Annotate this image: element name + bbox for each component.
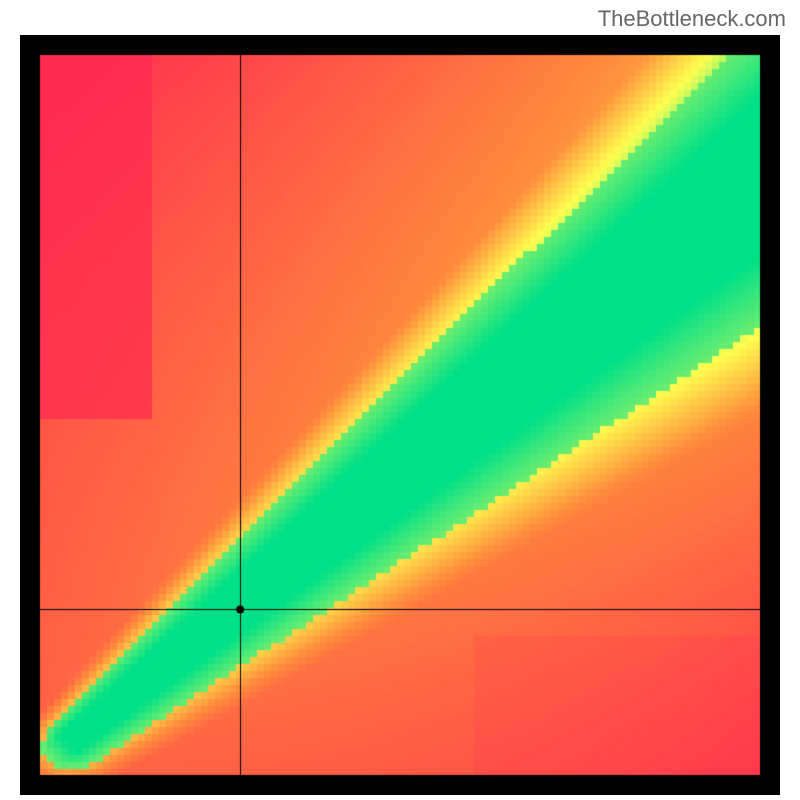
bottleneck-heatmap-chart <box>20 35 780 795</box>
heatmap-canvas <box>20 35 780 795</box>
watermark-text: TheBottleneck.com <box>598 6 786 32</box>
